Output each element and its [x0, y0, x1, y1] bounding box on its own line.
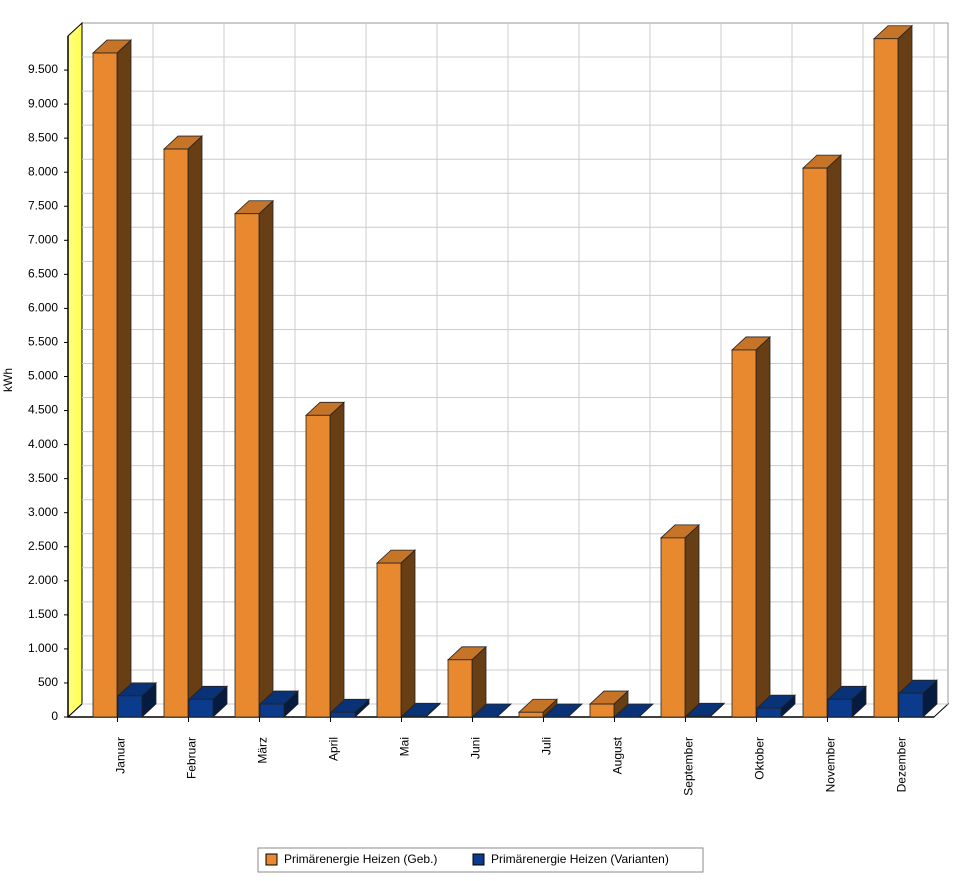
y-tick-label: 2.000	[28, 573, 58, 587]
bar-side	[755, 336, 771, 718]
x-tick-label: Juni	[469, 737, 483, 759]
y-tick-label: 3.500	[28, 471, 58, 485]
bar	[259, 703, 285, 718]
bar-top	[542, 703, 584, 718]
bar	[305, 414, 331, 718]
y-tick-label: 5.500	[28, 335, 58, 349]
legend-swatch	[265, 853, 278, 866]
bar	[117, 695, 143, 718]
y-tick-label: 4.000	[28, 437, 58, 451]
y-tick-label: 1.000	[28, 641, 58, 655]
legend-label: Primärenergie Heizen (Geb.)	[284, 852, 437, 866]
bar	[234, 213, 260, 718]
y-tick-label: 3.000	[28, 505, 58, 519]
x-tick-label: Dezember	[895, 737, 909, 792]
bar	[401, 715, 427, 718]
bar-side	[258, 199, 274, 718]
legend-label: Primärenergie Heizen (Varianten)	[491, 852, 669, 866]
y-tick-label: 2.500	[28, 539, 58, 553]
x-tick-label: April	[327, 737, 341, 761]
bar	[756, 707, 782, 718]
y-tick-label: 9.500	[28, 62, 58, 76]
y-tick-label: 9.000	[28, 96, 58, 110]
bar	[188, 698, 214, 718]
bar	[827, 698, 853, 718]
x-tick-label: August	[611, 736, 625, 774]
x-tick-label: Mai	[398, 737, 412, 756]
x-tick-label: Oktober	[753, 737, 767, 780]
bar	[731, 349, 757, 718]
bar	[873, 38, 899, 718]
x-tick-label: März	[256, 737, 270, 764]
bar	[660, 537, 686, 718]
bar	[330, 711, 356, 718]
y-tick-label: 0	[51, 709, 58, 723]
bar-side	[826, 154, 842, 718]
bar-top	[471, 703, 513, 718]
bar	[92, 52, 118, 718]
bar	[376, 562, 402, 718]
y-tick-label: 1.500	[28, 607, 58, 621]
bar-side	[329, 401, 345, 718]
bar	[589, 703, 615, 718]
left-wall	[67, 21, 83, 719]
x-tick-label: Februar	[185, 737, 199, 779]
x-tick-label: Januar	[114, 737, 128, 774]
y-tick-label: 4.500	[28, 403, 58, 417]
bar-side	[897, 24, 913, 718]
bar-side	[400, 549, 416, 718]
y-tick-label: 5.000	[28, 369, 58, 383]
bar-side	[684, 523, 700, 718]
bar	[685, 715, 711, 718]
y-tick-label: 8.000	[28, 164, 58, 178]
bar	[447, 659, 473, 718]
bar-top	[613, 703, 655, 718]
y-tick-label: 500	[38, 675, 58, 689]
bar	[518, 711, 544, 718]
y-axis-label: kWh	[1, 368, 15, 392]
y-tick-label: 7.500	[28, 198, 58, 212]
bar	[898, 692, 924, 718]
bar	[802, 167, 828, 718]
y-tick-label: 7.000	[28, 232, 58, 246]
y-tick-label: 6.000	[28, 301, 58, 315]
y-tick-label: 6.500	[28, 267, 58, 281]
x-tick-label: November	[824, 737, 838, 792]
y-tick-label: 8.500	[28, 130, 58, 144]
x-tick-label: September	[682, 737, 696, 796]
x-tick-label: Juli	[540, 737, 554, 755]
legend-swatch	[472, 853, 485, 866]
bar-side	[116, 39, 132, 718]
bar	[163, 148, 189, 718]
bar-side	[187, 135, 203, 718]
